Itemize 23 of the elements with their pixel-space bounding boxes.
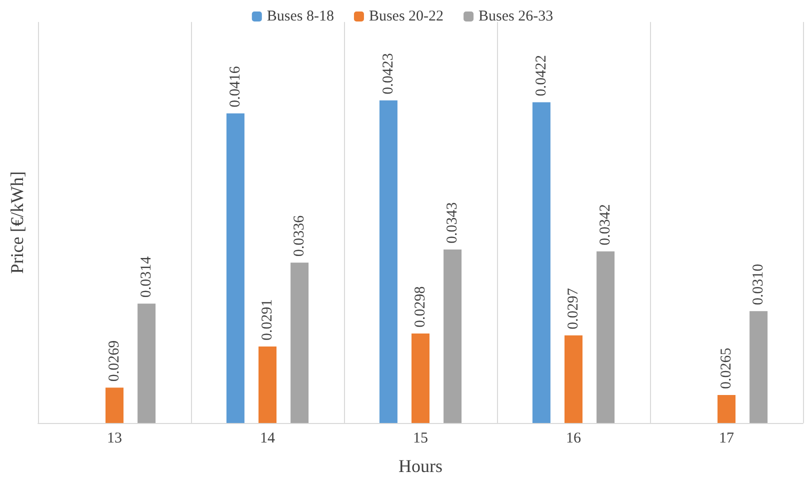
data-label: 0.0269 [106,340,122,382]
legend-label: Buses 8-18 [266,8,334,24]
data-label: 0.0297 [566,288,582,330]
data-label: 0.0342 [598,204,614,246]
legend-label: Buses 26-33 [478,8,554,24]
y-axis-title: Price [€/kWh] [7,171,27,274]
legend-label: Buses 20-22 [368,8,444,24]
data-label: 0.0314 [138,256,155,298]
data-label: 0.0422 [533,54,550,96]
x-tick-label: 14 [260,430,276,446]
x-tick-label: 17 [719,430,734,446]
data-label: 0.0336 [292,214,308,257]
data-label: 0.0298 [412,286,428,328]
x-tick-label: 16 [566,430,582,446]
data-label: 0.0265 [718,348,734,390]
x-axis-title: Hours [398,456,442,476]
data-label: 0.0423 [380,53,396,94]
x-tick-label: 13 [107,430,122,446]
data-label: 0.0291 [260,299,276,341]
data-label: 0.0416 [227,66,244,108]
x-tick-label: 15 [413,430,428,446]
data-label: 0.0310 [750,264,767,306]
data-label: 0.0343 [444,202,461,244]
